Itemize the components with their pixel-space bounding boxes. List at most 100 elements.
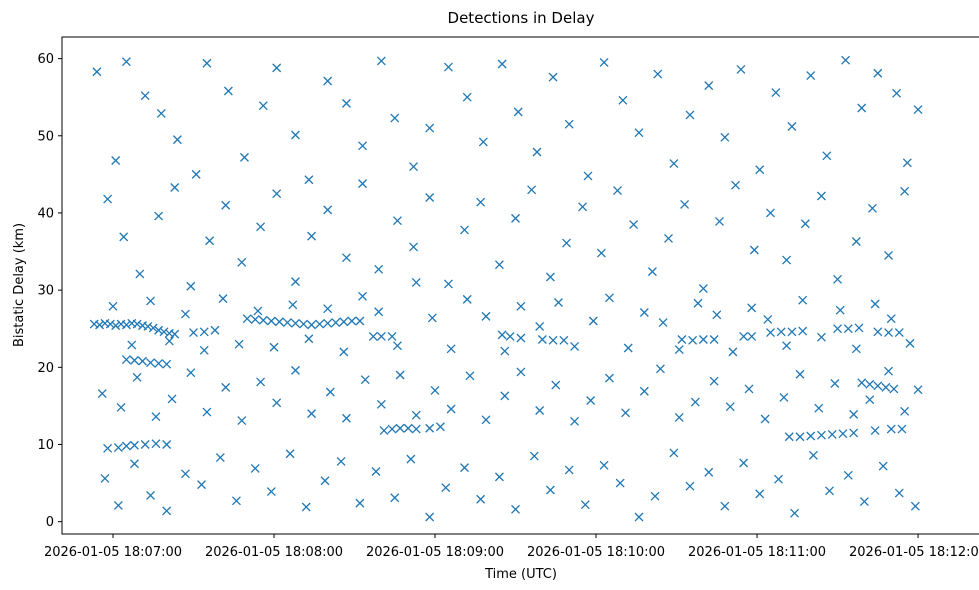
data-point	[376, 331, 386, 341]
data-point	[545, 485, 555, 495]
data-point	[693, 298, 703, 308]
data-point	[191, 169, 201, 179]
data-point	[795, 432, 805, 442]
data-point	[371, 467, 381, 476]
data-point	[808, 450, 818, 460]
data-point	[537, 335, 547, 344]
data-point	[800, 219, 810, 229]
data-point	[586, 396, 596, 405]
data-point	[374, 307, 384, 317]
data-point	[698, 284, 708, 294]
data-point	[339, 347, 349, 357]
data-point	[162, 506, 172, 516]
data-point	[403, 423, 413, 433]
data-point	[634, 128, 644, 138]
data-point	[446, 404, 456, 414]
data-point	[516, 367, 526, 377]
data-point	[833, 274, 843, 284]
data-point	[604, 373, 614, 383]
data-point	[747, 303, 757, 313]
data-point	[527, 185, 537, 195]
data-point	[849, 409, 859, 419]
data-point	[441, 483, 451, 493]
data-point	[548, 72, 558, 82]
data-point	[878, 461, 888, 471]
data-point	[148, 323, 158, 333]
data-point	[215, 453, 225, 463]
data-point	[336, 456, 346, 466]
data-point	[795, 369, 805, 379]
data-point	[197, 480, 207, 490]
data-point	[782, 341, 792, 351]
data-point	[103, 443, 113, 453]
data-point	[884, 250, 894, 260]
data-point	[320, 476, 330, 486]
data-point	[202, 58, 212, 68]
data-point	[129, 440, 139, 450]
y-tick-label: 10	[37, 438, 54, 453]
data-point	[430, 385, 440, 395]
data-point	[825, 486, 834, 496]
data-point	[776, 327, 786, 337]
data-point	[395, 370, 405, 380]
data-point	[782, 255, 792, 265]
data-point	[376, 399, 386, 409]
data-point	[221, 200, 231, 210]
data-point	[851, 237, 861, 246]
data-point	[763, 314, 773, 324]
data-point	[462, 294, 472, 304]
data-point	[889, 384, 899, 394]
data-point	[529, 451, 539, 461]
data-point	[749, 245, 759, 255]
data-point	[180, 309, 190, 319]
y-tick-label: 0	[46, 515, 54, 530]
data-point	[97, 389, 107, 399]
data-point	[186, 368, 196, 378]
data-point	[199, 345, 209, 355]
data-point	[443, 62, 453, 72]
data-point	[653, 69, 663, 79]
data-point	[237, 416, 247, 426]
data-point	[771, 88, 781, 98]
data-point	[282, 318, 292, 328]
data-point	[237, 257, 247, 267]
data-point	[513, 107, 523, 117]
data-point	[234, 339, 244, 349]
data-point	[291, 277, 300, 287]
data-point	[833, 324, 843, 334]
data-point	[910, 501, 920, 511]
data-point	[816, 332, 826, 342]
data-point	[323, 318, 333, 328]
data-point	[739, 458, 749, 468]
data-point	[755, 165, 765, 175]
data-point	[162, 359, 172, 369]
data-point	[387, 331, 397, 341]
data-point	[387, 424, 397, 434]
data-point	[690, 397, 700, 407]
data-point	[462, 92, 472, 102]
data-point	[680, 200, 690, 209]
data-point	[390, 113, 400, 123]
plot-marks	[89, 55, 923, 522]
data-point	[728, 347, 738, 357]
data-point	[674, 413, 684, 422]
data-point	[256, 222, 266, 232]
data-point	[374, 264, 384, 274]
y-axis: 0 10 20 30 40 50 60	[37, 52, 62, 530]
data-point	[857, 103, 867, 113]
data-point	[650, 491, 660, 501]
data-point	[604, 293, 614, 303]
data-point	[634, 512, 644, 522]
data-point	[427, 313, 437, 323]
data-point	[865, 395, 875, 405]
data-point	[655, 364, 665, 374]
data-point	[913, 105, 923, 115]
data-point	[266, 487, 276, 497]
data-point	[253, 306, 263, 316]
data-point	[304, 334, 314, 344]
data-point	[570, 342, 580, 351]
data-point	[395, 423, 405, 433]
x-axis-label: Time (UTC)	[484, 567, 557, 582]
data-point	[164, 336, 174, 346]
data-point	[342, 98, 351, 108]
